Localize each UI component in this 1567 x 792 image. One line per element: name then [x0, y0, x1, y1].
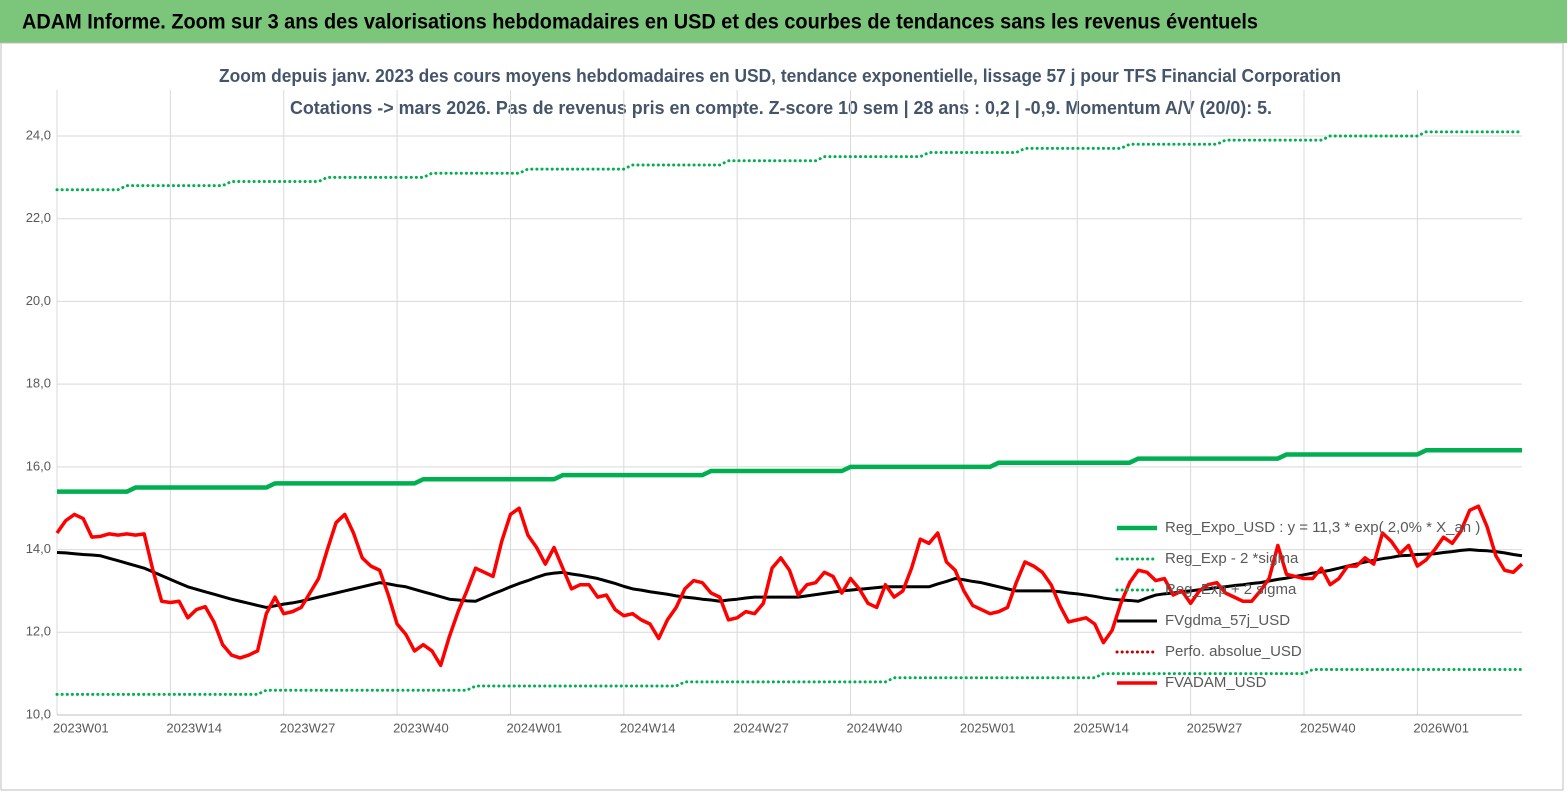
x-tick-label: 2026W01	[1413, 720, 1469, 735]
x-tick-label: 2023W01	[53, 720, 109, 735]
legend-label: Reg_Exp - 2 *sigma	[1165, 550, 1299, 567]
x-tick-label: 2024W27	[733, 720, 789, 735]
legend-label: Perfo. absolue_USD	[1165, 643, 1302, 660]
series-line	[56, 548, 1523, 609]
legend-label: FVgdma_57j_USD	[1165, 612, 1290, 629]
y-tick-label: 22,0	[26, 210, 51, 225]
y-tick-label: 20,0	[26, 293, 51, 308]
x-tick-label: 2024W40	[847, 720, 903, 735]
x-tick-label: 2023W14	[166, 720, 222, 735]
series-line	[55, 130, 1524, 192]
header-title: ADAM Informe. Zoom sur 3 ans des valoris…	[22, 11, 1258, 34]
chart-subtitle: Cotations -> mars 2026. Pas de revenus p…	[290, 98, 1272, 118]
y-tick-label: 16,0	[26, 458, 51, 473]
y-tick-label: 18,0	[26, 376, 51, 391]
x-tick-label: 2024W14	[620, 720, 676, 735]
x-tick-label: 2025W01	[960, 720, 1016, 735]
y-tick-label: 14,0	[26, 541, 51, 556]
y-tick-label: 24,0	[26, 127, 51, 142]
x-tick-label: 2025W14	[1073, 720, 1129, 735]
x-tick-label: 2024W01	[506, 720, 562, 735]
chart-frame	[0, 42, 1564, 791]
x-tick-label: 2023W40	[393, 720, 449, 735]
header-bar	[0, 0, 1567, 43]
y-tick-label: 10,0	[26, 706, 51, 721]
chart-title: Zoom depuis janv. 2023 des cours moyens …	[219, 66, 1341, 86]
series-line	[55, 504, 1524, 668]
series-line	[57, 448, 1522, 494]
legend-label: Reg_Exp + 2 sigma	[1165, 581, 1297, 598]
plot-area: 10,0 12,0 14,0 16,0 18,0 20,0 22,0 24,0 2023W01 2…	[26, 90, 1524, 735]
legend-label: FVADAM_USD	[1165, 674, 1267, 691]
x-tick-label: 2025W27	[1187, 720, 1243, 735]
y-tick-label: 12,0	[26, 624, 51, 639]
x-tick-label: 2025W40	[1300, 720, 1356, 735]
x-tick-label: 2023W27	[280, 720, 336, 735]
series-line	[55, 668, 1524, 696]
legend-label: Reg_Expo_USD : y = 11,3 * exp( 2,0% * X_…	[1165, 519, 1480, 536]
